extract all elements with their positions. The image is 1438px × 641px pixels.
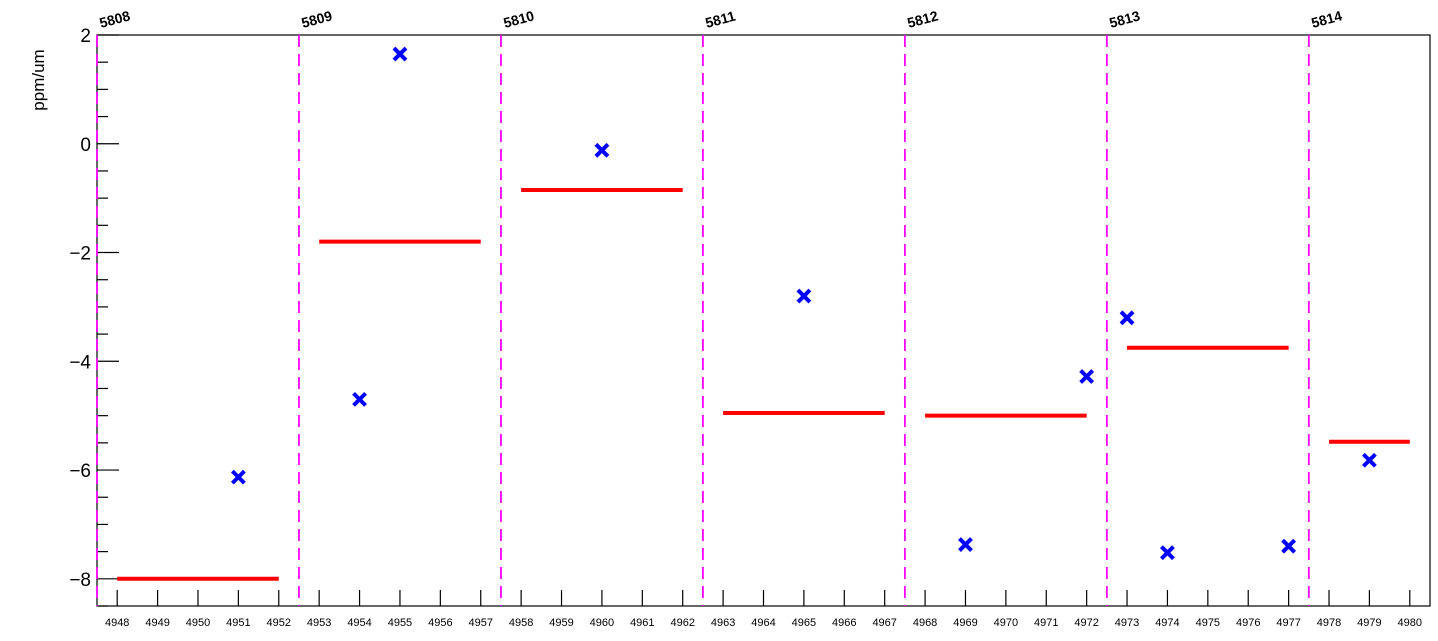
x-tick-label: 4970 — [994, 617, 1018, 629]
x-tick-label: 4960 — [590, 617, 614, 629]
data-point-stroke — [1079, 369, 1095, 384]
run-label: 5808 — [98, 7, 132, 31]
data-point-stroke — [958, 537, 973, 552]
y-tick-label: −4 — [69, 352, 91, 373]
x-tick-label: 4977 — [1276, 617, 1300, 629]
x-tick-label: 4963 — [711, 617, 735, 629]
run-label: 5812 — [906, 7, 940, 31]
data-point-stroke — [1281, 538, 1297, 554]
data-point — [1079, 369, 1095, 384]
x-tick-label: 4976 — [1236, 617, 1260, 629]
x-tick-label: 4975 — [1196, 617, 1220, 629]
data-point — [958, 537, 973, 552]
run-label: 5809 — [300, 7, 334, 31]
y-tick-label: 0 — [80, 135, 91, 156]
y-tick-label: −6 — [69, 461, 91, 482]
x-tick-label: 4959 — [549, 617, 573, 629]
x-tick-label: 4957 — [469, 617, 493, 629]
data-point — [796, 288, 812, 304]
x-tick-label: 4971 — [1034, 617, 1058, 629]
x-tick-label: 4965 — [792, 617, 816, 629]
x-tick-label: 4962 — [670, 617, 694, 629]
y-tick-label: −8 — [69, 570, 91, 591]
x-tick-label: 4961 — [630, 617, 654, 629]
data-point — [1160, 545, 1175, 561]
x-tick-label: 4952 — [267, 617, 291, 629]
data-point — [352, 391, 367, 407]
data-point — [230, 469, 246, 485]
x-tick-label: 4948 — [105, 617, 129, 629]
data-point-stroke — [1361, 452, 1377, 468]
x-tick-label: 4956 — [428, 617, 452, 629]
y-tick-label: 2 — [80, 26, 91, 47]
y-tick-label: −2 — [69, 244, 91, 265]
plot-frame — [96, 34, 1431, 607]
data-point — [392, 46, 408, 62]
x-tick-label: 4964 — [751, 617, 775, 629]
data-point — [1119, 310, 1135, 326]
x-tick-label: 4966 — [832, 617, 856, 629]
plot-area: −8 −6 −4 −2 0 2 4948 4949 4950 4951 4952 4953 4954 49… — [69, 7, 1431, 629]
run-label: 5810 — [502, 7, 536, 31]
x-tick-label: 4980 — [1398, 617, 1422, 629]
x-tick-label: 4978 — [1317, 617, 1341, 629]
x-tick-label: 4958 — [509, 617, 533, 629]
x-tick-label: 4953 — [307, 617, 331, 629]
x-tick-label: 4951 — [226, 617, 250, 629]
data-point — [594, 142, 610, 158]
x-tick-label: 4955 — [388, 617, 412, 629]
data-point-stroke — [392, 46, 408, 62]
run-label: 5814 — [1309, 7, 1343, 31]
data-point — [1361, 452, 1377, 468]
y-axis-title: ppm/um — [29, 49, 48, 110]
x-tick-label: 4969 — [953, 617, 977, 629]
data-point-stroke — [1119, 310, 1135, 326]
x-tick-label: 4950 — [186, 617, 210, 629]
data-point-stroke — [352, 391, 367, 407]
data-point-stroke — [796, 288, 812, 304]
data-point-stroke — [230, 469, 246, 485]
x-tick-label: 4979 — [1357, 617, 1381, 629]
data-point-stroke — [594, 142, 610, 158]
data-point-stroke — [1160, 545, 1175, 561]
x-tick-label: 4974 — [1155, 617, 1179, 629]
x-tick-label: 4954 — [347, 617, 371, 629]
x-tick-label: 4973 — [1115, 617, 1139, 629]
x-tick-label: 4972 — [1074, 617, 1098, 629]
run-label: 5811 — [704, 8, 738, 31]
x-tick-label: 4967 — [872, 617, 896, 629]
data-point — [1281, 538, 1297, 554]
run-label: 5813 — [1107, 7, 1141, 31]
x-tick-label: 4949 — [145, 617, 169, 629]
x-tick-label: 4968 — [913, 617, 937, 629]
